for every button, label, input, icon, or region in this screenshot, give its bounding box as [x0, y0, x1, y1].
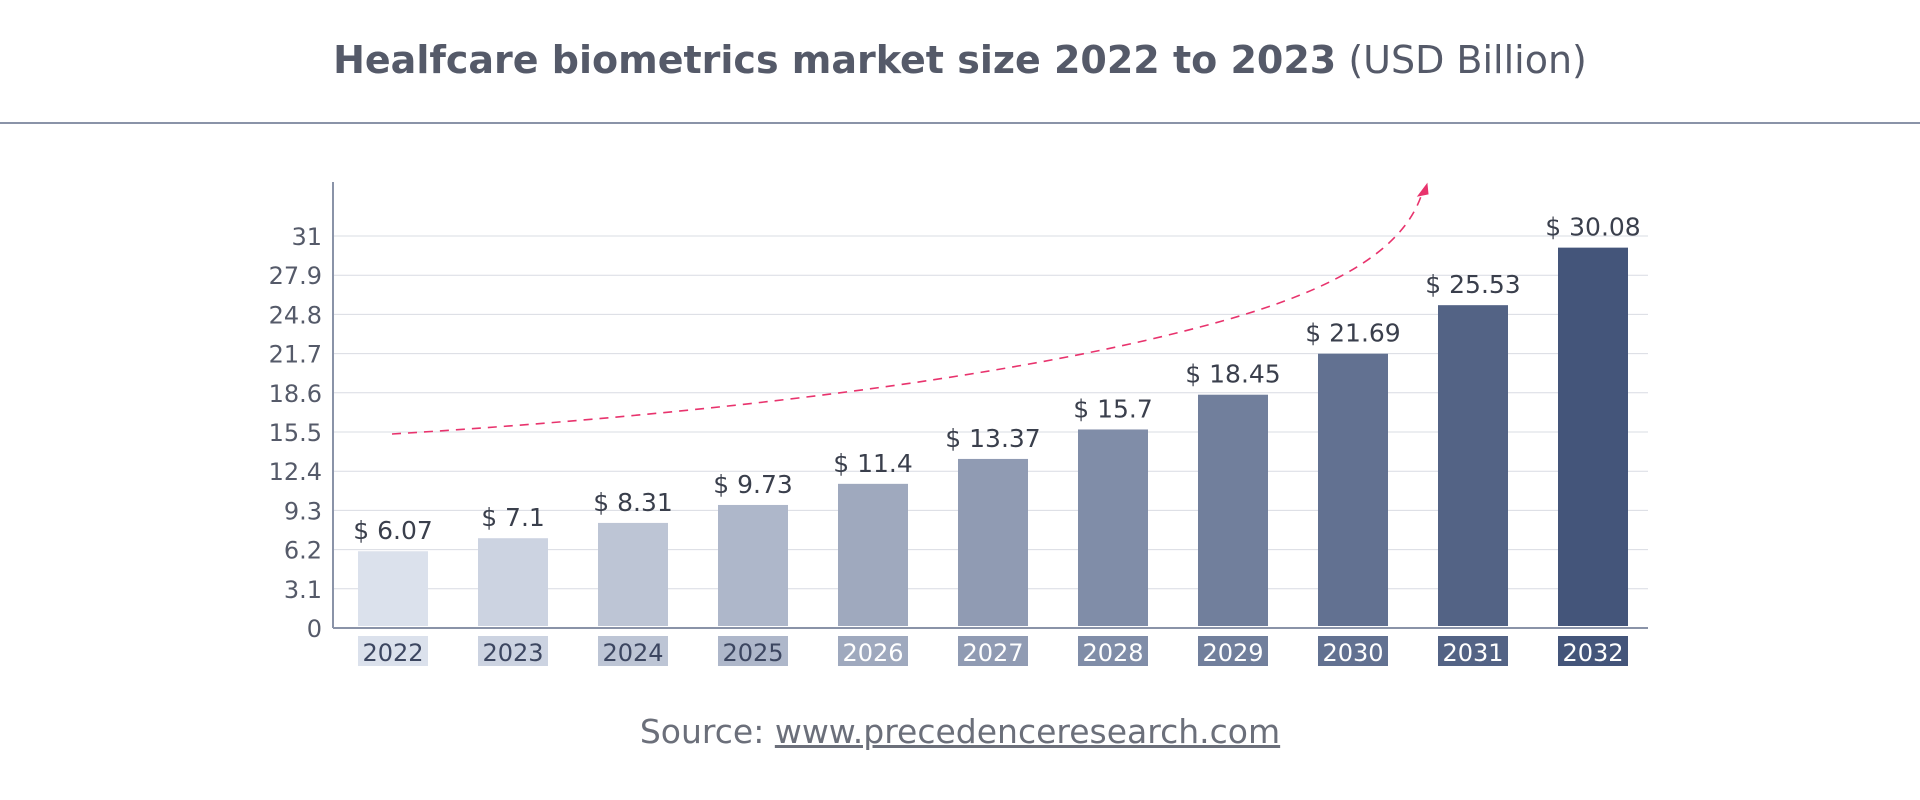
x-tick-label: 2024	[602, 639, 663, 667]
x-tick-label: 2029	[1202, 639, 1263, 667]
y-tick-label: 15.5	[269, 419, 322, 447]
bar-value-label: $ 9.73	[713, 470, 793, 499]
source-label: Source:	[639, 712, 765, 751]
bar-value-label: $ 11.4	[833, 449, 913, 478]
year-label-box	[1198, 636, 1268, 666]
year-label-box	[838, 636, 908, 666]
y-tick-label: 18.6	[269, 380, 322, 408]
bar[interactable]	[478, 538, 548, 626]
y-tick-label: 0	[307, 615, 322, 643]
x-tick-label: 2026	[842, 639, 903, 667]
title-divider	[0, 122, 1920, 124]
bar[interactable]	[1558, 247, 1628, 626]
bar-value-label: $ 6.07	[353, 516, 433, 545]
bar[interactable]	[958, 458, 1028, 626]
x-tick-label: 2030	[1322, 639, 1383, 667]
chart-title-main: Healfcare biometrics market size 2022 to…	[333, 38, 1337, 82]
bar-value-label: $ 15.7	[1073, 394, 1153, 423]
y-tick-label: 12.4	[269, 458, 322, 486]
x-tick-label: 2032	[1562, 639, 1623, 667]
bar[interactable]	[838, 483, 908, 626]
y-tick-label: 3.1	[284, 576, 322, 604]
y-tick-label: 21.7	[269, 341, 322, 369]
bar[interactable]	[358, 551, 428, 626]
bar-value-label: $ 8.31	[593, 488, 673, 517]
year-label-box	[598, 636, 668, 666]
year-label-box	[718, 636, 788, 666]
year-label-box	[1318, 636, 1388, 666]
x-tick-label: 2025	[722, 639, 783, 667]
bar-value-label: $ 18.45	[1185, 360, 1280, 389]
bar[interactable]	[1438, 305, 1508, 626]
y-tick-label: 31	[291, 223, 322, 251]
x-tick-label: 2022	[362, 639, 423, 667]
source-link[interactable]: www.precedenceresearch.com	[774, 712, 1281, 751]
x-tick-label: 2027	[962, 639, 1023, 667]
y-tick-label: 24.8	[269, 301, 322, 329]
chart-title: Healfcare biometrics market size 2022 to…	[0, 38, 1920, 82]
chart-title-unit: (USD Billion)	[1348, 38, 1587, 82]
bar-value-label: $ 7.1	[481, 503, 545, 532]
x-tick-label: 2031	[1442, 639, 1503, 667]
trend-arrow-head	[1416, 182, 1429, 197]
bar-value-label: $ 13.37	[945, 424, 1040, 453]
trend-arrow-line	[391, 189, 1424, 435]
bar[interactable]	[598, 522, 668, 626]
bar[interactable]	[1318, 353, 1388, 626]
bar[interactable]	[718, 504, 788, 626]
bar[interactable]	[1198, 394, 1268, 626]
bar-value-label: $ 30.08	[1545, 213, 1640, 242]
year-label-box	[358, 636, 428, 666]
x-tick-label: 2028	[1082, 639, 1143, 667]
source-line: Source: www.precedenceresearch.com	[0, 712, 1920, 751]
year-label-box	[1438, 636, 1508, 666]
x-tick-label: 2023	[482, 639, 543, 667]
bar[interactable]	[1078, 429, 1148, 626]
y-tick-label: 9.3	[284, 497, 322, 525]
bar-value-label: $ 25.53	[1425, 270, 1520, 299]
y-tick-label: 6.2	[284, 537, 322, 565]
year-label-box	[1078, 636, 1148, 666]
year-label-box	[478, 636, 548, 666]
y-tick-label: 27.9	[269, 262, 322, 290]
year-label-box	[1558, 636, 1628, 666]
year-label-box	[958, 636, 1028, 666]
bar-value-label: $ 21.69	[1305, 319, 1400, 348]
